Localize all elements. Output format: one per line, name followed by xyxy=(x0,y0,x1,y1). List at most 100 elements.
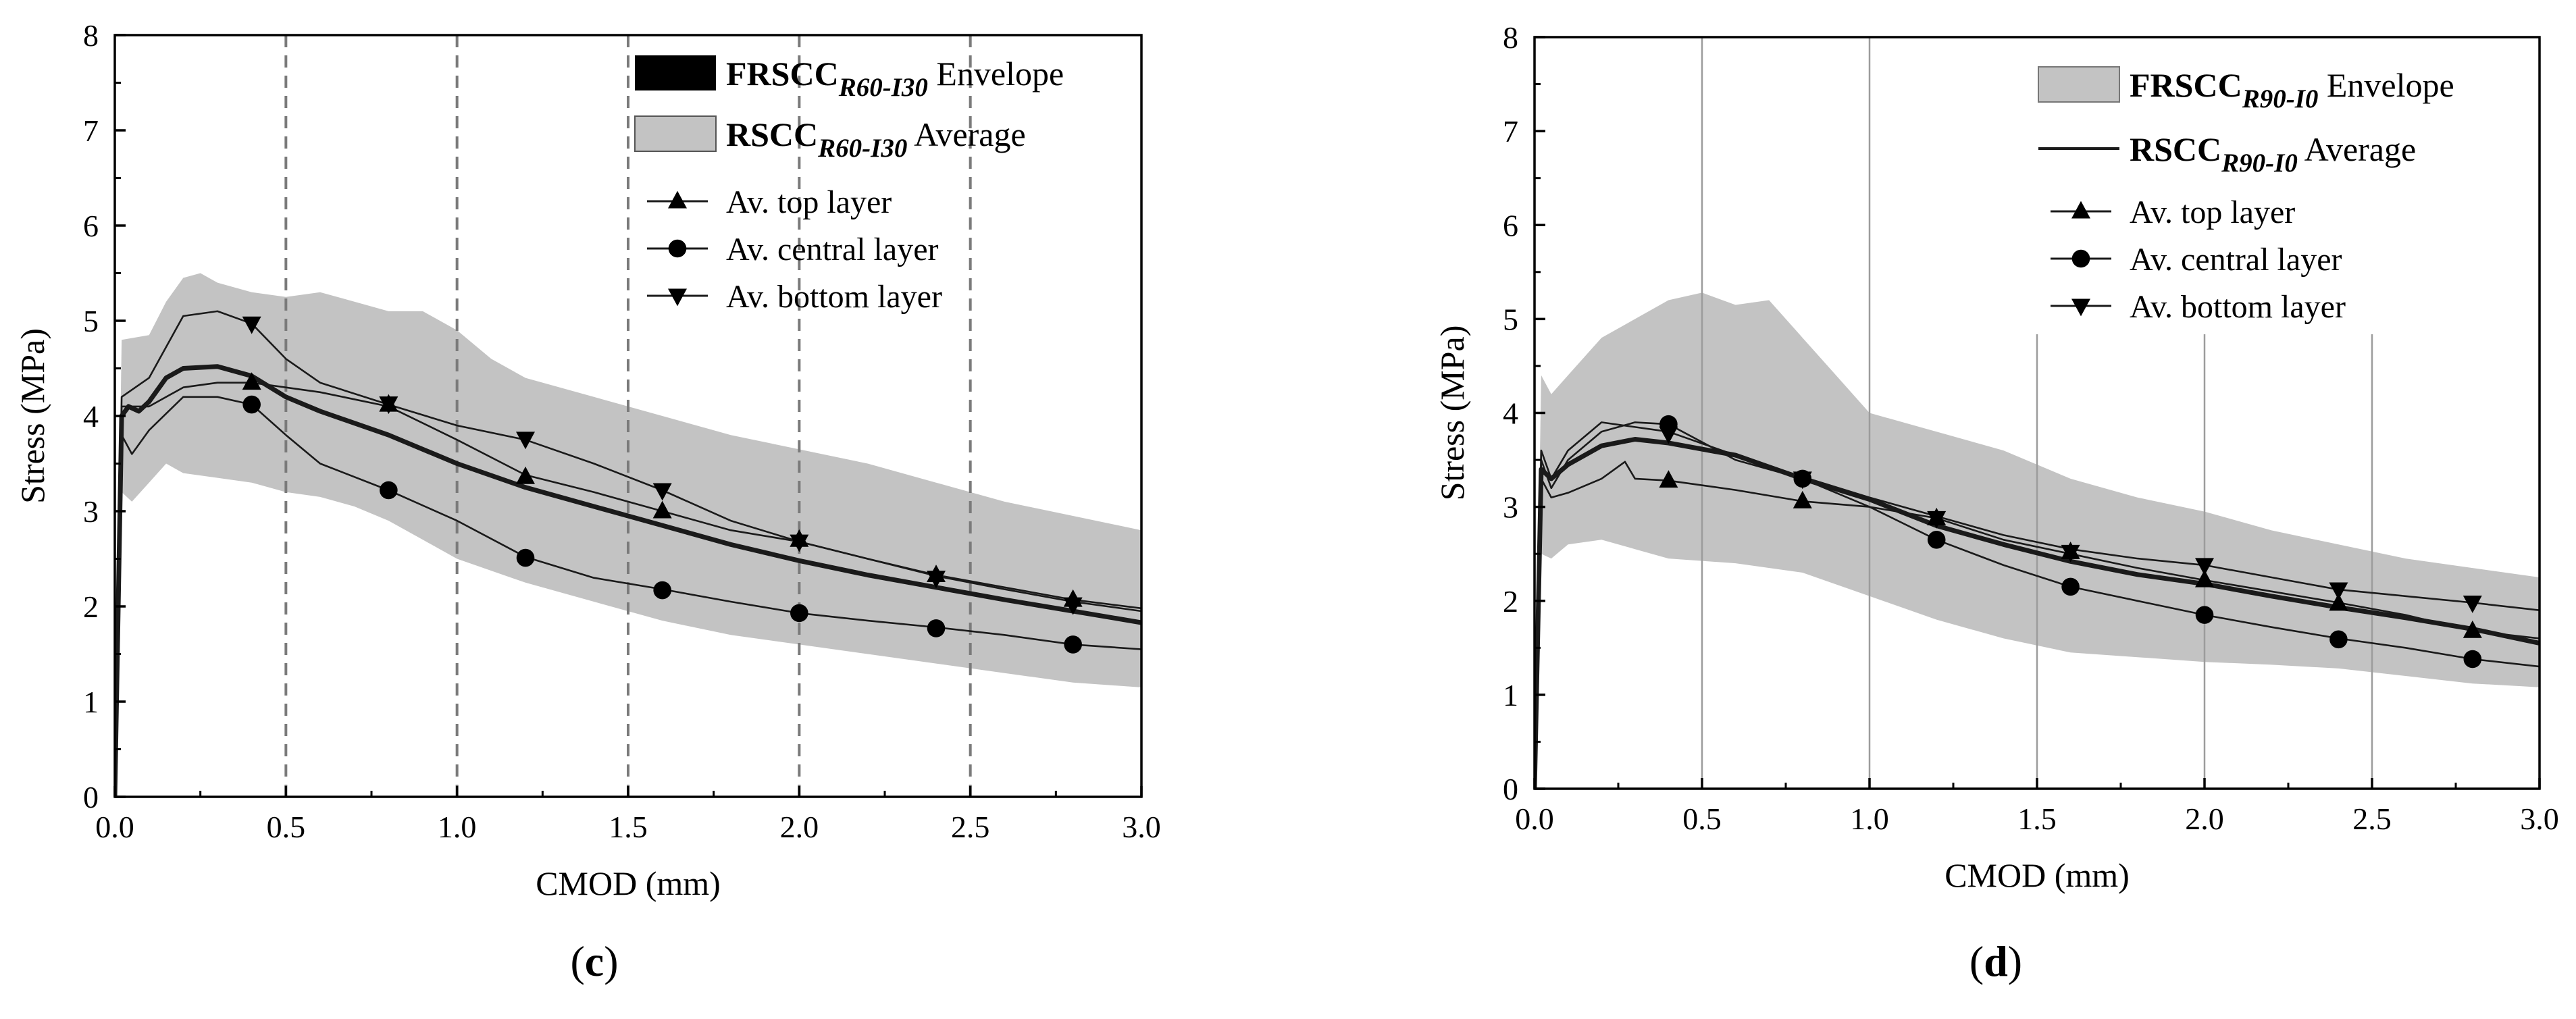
x-tick-label-3: 1.5 xyxy=(2017,802,2057,836)
x-tick-label-4: 2.0 xyxy=(780,810,819,844)
y-tick-label-0: 0 xyxy=(83,780,99,814)
bottom-marker-5 xyxy=(2329,582,2348,600)
x-axis-title: CMOD (mm) xyxy=(1944,856,2130,894)
x-tick-label-1: 0.5 xyxy=(267,810,306,844)
y-tick-label-7: 7 xyxy=(1503,114,1518,149)
bottom-marker-1 xyxy=(1793,471,1812,490)
y-tick-label-2: 2 xyxy=(83,590,99,624)
central-marker-6 xyxy=(2463,650,2482,669)
legend-sub-average: R60-I30 xyxy=(817,134,907,163)
legend-swatch-envelope xyxy=(635,55,716,90)
y-axis-title: Stress (MPa) xyxy=(1433,325,1471,501)
legend-marker-bottom xyxy=(668,288,687,307)
x-tick-label-3: 1.5 xyxy=(609,810,648,844)
y-tick-label-5: 5 xyxy=(83,304,99,338)
legend-label-top: Av. top layer xyxy=(726,184,892,220)
bottom-marker-6 xyxy=(1063,597,1083,615)
legend-label-average: RSCCR90-I0 Average xyxy=(2130,130,2416,178)
x-tick-label-2: 1.0 xyxy=(1850,802,1889,836)
x-tick-label-6: 3.0 xyxy=(1122,810,1161,844)
legend-name-average: RSCC xyxy=(726,115,818,153)
central-marker-6 xyxy=(1064,635,1082,654)
central-marker-5 xyxy=(2329,630,2348,649)
y-tick-label-0: 0 xyxy=(1503,772,1518,806)
y-tick-label-8: 8 xyxy=(1503,20,1518,55)
bottom-marker-3 xyxy=(652,483,672,501)
panel-label-letter: d xyxy=(1984,937,2008,985)
bottom-marker-5 xyxy=(927,571,946,589)
x-tick-label-5: 2.5 xyxy=(2352,802,2392,836)
bottom-marker-3 xyxy=(2061,544,2080,563)
y-tick-label-3: 3 xyxy=(83,494,99,529)
legend-label-envelope: FRSCCR90-I0 Envelope xyxy=(2130,66,2454,113)
average-line xyxy=(1535,437,2540,789)
top-marker-2 xyxy=(516,466,535,484)
x-tick-label-0: 0.0 xyxy=(95,810,134,844)
legend-marker-central xyxy=(2071,249,2090,268)
legend-sub-envelope: R90-I0 xyxy=(2242,84,2319,113)
legend-swatch-average xyxy=(634,115,717,152)
bottom-marker-4 xyxy=(2195,558,2214,576)
plot-area xyxy=(1535,37,2540,789)
panel-label-open: ( xyxy=(570,937,584,985)
bottom-marker-2 xyxy=(516,432,535,450)
bottom-layer-line xyxy=(115,310,1141,797)
panel-label-open: ( xyxy=(1969,937,1984,985)
legend-label-central: Av. central layer xyxy=(2130,242,2342,278)
legend-label-top: Av. top layer xyxy=(2130,194,2295,230)
legend-suffix-average: Average xyxy=(2298,130,2416,168)
top-marker-5 xyxy=(2329,593,2348,611)
bottom-marker-0 xyxy=(1659,426,1678,444)
central-marker-4 xyxy=(2195,606,2214,624)
legend-marker-top xyxy=(668,190,687,209)
central-marker-3 xyxy=(653,581,671,600)
central-marker-4 xyxy=(790,604,808,623)
y-tick-label-5: 5 xyxy=(1503,302,1518,336)
legend-suffix-envelope: Envelope xyxy=(2318,66,2454,104)
central-marker-0 xyxy=(242,395,261,414)
x-tick-label-6: 3.0 xyxy=(2520,802,2559,836)
top-marker-6 xyxy=(2463,620,2482,638)
legend-name-average: RSCC xyxy=(2130,130,2221,168)
legend-suffix-envelope: Envelope xyxy=(928,55,1064,93)
x-tick-label-2: 1.0 xyxy=(438,810,477,844)
y-tick-label-1: 1 xyxy=(1503,678,1518,712)
central-marker-2 xyxy=(1927,531,1946,549)
bottom-marker-1 xyxy=(379,396,398,415)
legend-sub-envelope: R60-I30 xyxy=(838,73,928,102)
panel-label-close: ) xyxy=(2008,937,2022,985)
legend-swatch-envelope xyxy=(2038,66,2120,103)
panel-c: 0 1 2 3 4 5 6 7 8 0.0 0.5 1.0 1.5 2.0 2.5 3.0 CMOD (mm) S… xyxy=(14,18,1161,985)
panel-label-letter: c xyxy=(585,937,604,985)
top-marker-1 xyxy=(1793,490,1812,508)
y-tick-label-2: 2 xyxy=(1503,584,1518,619)
legend-label-central: Av. central layer xyxy=(726,232,939,267)
central-layer-line xyxy=(1535,421,2540,789)
bottom-marker-0 xyxy=(242,316,261,334)
envelope-band xyxy=(115,273,1141,797)
panel-label: (c) xyxy=(570,937,618,985)
y-axis-title: Stress (MPa) xyxy=(14,328,51,504)
top-marker-0 xyxy=(1659,470,1678,488)
y-tick-label-4: 4 xyxy=(83,399,99,434)
legend-label-average: RSCCR60-I30 Average xyxy=(726,115,1026,163)
average-line xyxy=(115,364,1141,797)
legend-marker-central xyxy=(668,239,687,258)
bottom-marker-2 xyxy=(1927,511,1947,529)
legend-label-envelope: FRSCCR60-I30 Envelope xyxy=(726,55,1064,102)
x-tick-label-1: 0.5 xyxy=(1682,802,1722,836)
legend-marker-bottom xyxy=(2071,298,2090,317)
legend-name-envelope: FRSCC xyxy=(2130,66,2242,104)
bottom-marker-6 xyxy=(2463,596,2482,613)
plot-area xyxy=(115,35,1141,797)
top-marker-0 xyxy=(242,372,261,390)
y-tick-label-4: 4 xyxy=(1503,396,1518,431)
panel-label-close: ) xyxy=(604,937,618,985)
central-marker-2 xyxy=(516,548,535,567)
top-marker-3 xyxy=(652,500,672,519)
legend-suffix-average: Average xyxy=(907,115,1025,153)
panel-label: (d) xyxy=(1969,937,2022,985)
bottom-layer-line xyxy=(1535,421,2540,789)
